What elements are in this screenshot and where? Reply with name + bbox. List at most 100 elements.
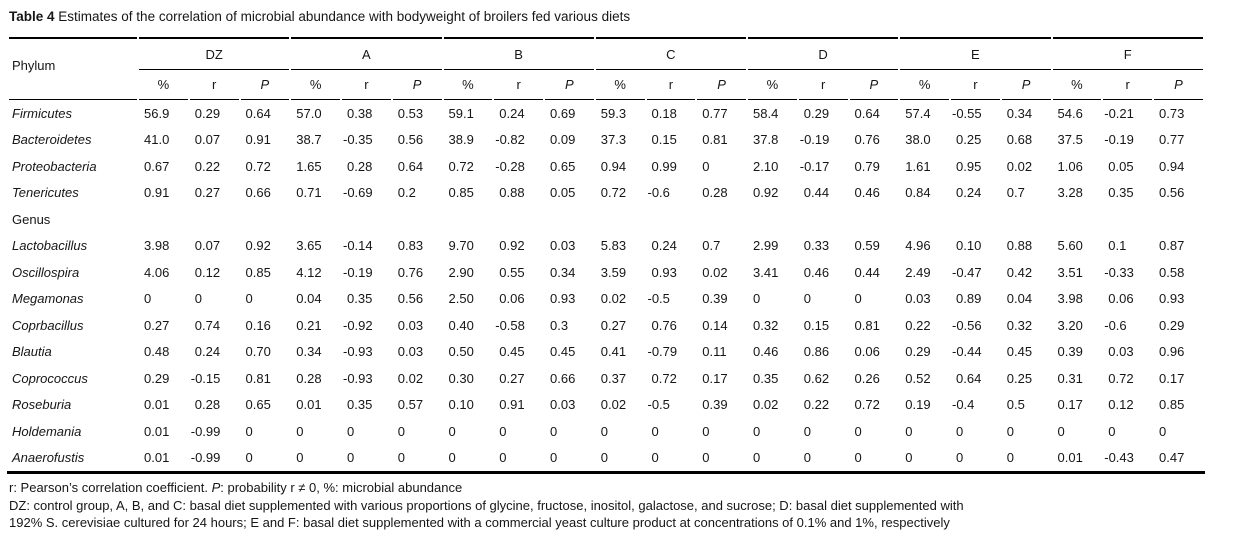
value-cell: 2.50	[448, 291, 474, 307]
footnote-line: 192% S. cerevisiae cultured for 24 hours…	[9, 514, 1233, 532]
value-cell: 0.66	[550, 370, 576, 386]
value-cell: -0.47	[952, 264, 982, 280]
value-cell: 0.22	[194, 158, 221, 174]
value-cell: -0.58	[495, 317, 525, 333]
value-cell: 0.29	[194, 105, 221, 121]
value-cell: -0.99	[190, 423, 221, 439]
subheader-P: P	[849, 70, 899, 100]
taxon-name: Roseburia	[12, 397, 72, 413]
value-cell: 3.28	[1057, 185, 1083, 201]
value-cell: 0.7	[1006, 185, 1025, 201]
value-cell: 4.06	[144, 264, 170, 280]
value-cell: 0.76	[397, 264, 424, 280]
value-cell: 0	[347, 450, 355, 466]
value-cell: -0.99	[190, 450, 221, 466]
value-cell: 0.33	[803, 238, 830, 254]
value-cell: 37.8	[753, 132, 779, 148]
taxon-name: Coprococcus	[12, 370, 88, 386]
value-cell: 3.98	[144, 238, 170, 254]
value-cell: 0.10	[956, 238, 982, 254]
empty-cell	[1103, 206, 1152, 233]
value-cell: 0.93	[651, 264, 677, 280]
value-cell: -0.28	[495, 158, 525, 174]
subheader-%: %	[595, 70, 645, 100]
value-cell: 0	[499, 423, 507, 439]
value-cell: 0.72	[448, 158, 474, 174]
empty-cell	[799, 206, 848, 233]
value-cell: 0	[550, 423, 558, 439]
value-cell: 0.28	[296, 370, 322, 386]
value-cell: 0	[905, 450, 913, 466]
value-cell: 0.38	[347, 105, 373, 121]
value-cell: 0.27	[600, 317, 627, 333]
value-cell: 0.45	[1006, 344, 1033, 360]
value-cell: 0.02	[702, 264, 728, 280]
value-cell: 0	[651, 423, 659, 439]
empty-cell	[494, 206, 543, 233]
value-cell: 0	[1159, 423, 1167, 439]
footnote-segment: DZ: control group, A, B, and C: basal di…	[9, 497, 964, 513]
value-cell: 37.3	[600, 132, 627, 148]
value-cell: 0.47	[1159, 450, 1185, 466]
value-cell: 0	[347, 423, 355, 439]
taxon-name: Bacteroidetes	[12, 132, 92, 148]
value-cell: 0	[702, 158, 710, 174]
taxon-name: Anaerofustis	[12, 450, 85, 466]
table-row: Lactobacillus 3.98 0.07 0.92 3.65 -0.14 0.83 9.…	[9, 233, 1203, 260]
value-cell: 0.45	[550, 344, 576, 360]
value-cell: 0.56	[397, 132, 424, 148]
value-cell: -0.6	[647, 185, 670, 201]
table-row: Tenericutes 0.91 0.27 0.66 0.71 -0.69 0.2 0.85 0…	[9, 180, 1203, 207]
value-cell: 0.91	[245, 132, 271, 148]
value-cell: 0.5	[1006, 397, 1025, 413]
value-cell: 38.7	[296, 132, 322, 148]
value-cell: 0.35	[1108, 185, 1134, 201]
value-cell: 0.45	[499, 344, 525, 360]
footnotes: r: Pearson’s correlation coefficient. P:…	[9, 479, 1233, 532]
value-cell: 0.59	[854, 238, 880, 254]
group-header-C: C	[595, 37, 746, 70]
table-row: Oscillospira 4.06 0.12 0.85 4.12 -0.19 0.76 2.9…	[9, 259, 1203, 286]
value-cell: 0.37	[600, 370, 627, 386]
table-head: Phylum DZ A B C D E F % r P% r P% r P% r P% r P% r P% r P	[9, 37, 1203, 100]
value-cell: 0.76	[854, 132, 880, 148]
value-cell: 0.40	[448, 317, 474, 333]
table-row: Roseburia 0.01 0.28 0.65 0.01 0.35 0.57 0.10 0.9…	[9, 392, 1203, 419]
value-cell: 0.01	[144, 423, 170, 439]
value-cell: 0	[905, 423, 913, 439]
value-cell: 0.03	[550, 238, 576, 254]
value-cell: -0.55	[952, 105, 982, 121]
value-cell: 3.51	[1057, 264, 1083, 280]
value-cell: 0.07	[194, 238, 221, 254]
value-cell: 0.74	[194, 317, 221, 333]
value-cell: 5.83	[600, 238, 627, 254]
value-cell: 0	[550, 450, 558, 466]
group-header-row: Phylum DZ A B C D E F	[9, 37, 1203, 100]
value-cell: 0.81	[702, 132, 728, 148]
value-cell: 0.17	[1159, 370, 1185, 386]
value-cell: 0.02	[600, 291, 627, 307]
value-cell: 0.29	[1159, 317, 1185, 333]
value-cell: 38.0	[905, 132, 931, 148]
taxon-name: Coprbacillus	[12, 317, 84, 333]
value-cell: -0.92	[343, 317, 373, 333]
value-cell: 57.4	[905, 105, 931, 121]
value-cell: 0.02	[600, 397, 627, 413]
footnote-segment: : probability r ≠ 0, %: microbial abunda…	[220, 480, 463, 495]
taxon-name: Tenericutes	[12, 185, 79, 201]
value-cell: 2.90	[448, 264, 474, 280]
value-cell: -0.4	[952, 397, 975, 413]
value-cell: 0.22	[905, 317, 931, 333]
value-cell: -0.17	[799, 158, 830, 174]
taxon-name: Proteobacteria	[12, 158, 97, 174]
value-cell: 58.4	[753, 105, 779, 121]
value-cell: 0.11	[702, 344, 727, 360]
value-cell: 0.93	[550, 291, 576, 307]
value-cell: 0.53	[397, 105, 424, 121]
value-cell: 0.85	[448, 185, 474, 201]
value-cell: 0.56	[1159, 185, 1185, 201]
value-cell: 0.01	[144, 450, 170, 466]
group-header-F: F	[1052, 37, 1203, 70]
value-cell: 0.02	[1006, 158, 1033, 174]
group-header-DZ: DZ	[139, 37, 290, 70]
